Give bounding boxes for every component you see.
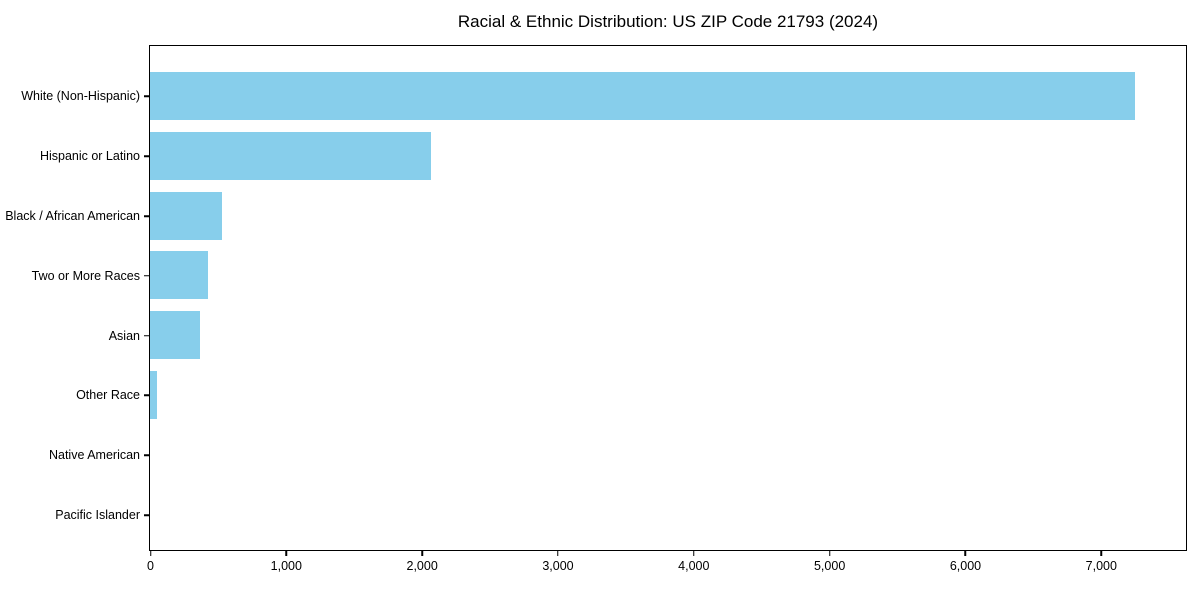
bar [150,191,222,240]
bar [150,131,432,180]
x-tick-label: 2,000 [406,559,438,573]
x-tick-label: 0 [147,559,154,573]
y-tick [144,394,149,397]
y-tick [144,514,149,516]
bar [150,251,208,300]
x-tick [828,551,831,556]
x-tick [1100,551,1103,556]
x-tick [149,551,152,556]
x-tick-label: 1,000 [270,559,302,573]
y-tick-label: Pacific Islander [55,508,140,522]
bar [150,370,157,419]
y-tick-label: Native American [48,448,140,463]
x-tick-label: 6,000 [949,559,982,573]
bar [150,311,200,360]
x-tick [285,551,288,556]
y-tick-label: Asian [108,328,140,343]
x-tick-label: 7,000 [1085,559,1117,573]
y-tick [144,95,149,98]
x-tick [964,551,967,556]
y-tick-label: White (Non-Hispanic) [21,89,140,104]
plot-area [149,45,1187,551]
x-tick [693,551,695,556]
x-tick [421,551,423,556]
y-tick [144,334,149,337]
chart-title: Racial & Ethnic Distribution: US ZIP Cod… [457,12,879,31]
x-tick-label: 4,000 [678,559,710,573]
y-tick [144,454,149,456]
y-tick-label: Black / African American [5,209,140,223]
x-tick [557,551,559,556]
bar [150,71,1135,120]
y-tick-label: Hispanic or Latino [39,149,140,164]
x-tick-label: 5,000 [813,559,846,573]
y-tick [144,275,149,277]
y-tick-label: Two or More Races [31,268,140,283]
y-tick-label: Other Race [76,388,140,403]
y-tick [144,155,149,157]
y-tick [144,215,149,217]
x-tick-label: 3,000 [542,559,574,573]
